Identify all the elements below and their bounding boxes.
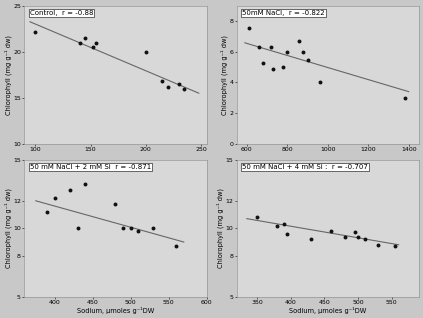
X-axis label: Sodium, μmoles g⁻¹DW: Sodium, μmoles g⁻¹DW [289,307,366,314]
Point [308,237,314,242]
Point [392,244,398,249]
Point [159,79,166,84]
Text: Control,  r = -0.88: Control, r = -0.88 [30,10,93,16]
Point [300,49,307,54]
Point [82,36,88,41]
Point [328,228,335,233]
Point [32,29,39,34]
Point [76,40,83,45]
Point [181,86,188,91]
Point [375,242,382,247]
Point [135,228,142,233]
Point [268,45,275,50]
Point [270,66,277,71]
Point [280,222,287,227]
Point [176,81,182,86]
Point [316,80,323,85]
Y-axis label: Chlorophyll (mg g⁻¹ dw): Chlorophyll (mg g⁻¹ dw) [220,35,228,115]
Point [296,39,303,44]
Point [44,209,51,214]
Point [82,182,88,187]
Point [66,187,73,192]
Text: 50 mM NaCl + 2 mM Si  r = -0.871: 50 mM NaCl + 2 mM Si r = -0.871 [30,164,151,170]
Point [165,84,171,89]
Point [304,57,311,62]
Point [51,196,58,201]
Point [150,226,157,231]
Point [274,223,280,228]
X-axis label: Sodium, μmoles g⁻¹DW: Sodium, μmoles g⁻¹DW [77,307,154,314]
Point [89,45,96,50]
Y-axis label: Chlorophyll (mg g⁻¹ dw): Chlorophyll (mg g⁻¹ dw) [4,188,12,268]
Point [127,226,134,231]
Point [143,49,149,54]
Point [255,45,262,50]
Y-axis label: Chlorophyll (mg g⁻¹ dw): Chlorophyll (mg g⁻¹ dw) [4,35,12,115]
Point [284,49,291,54]
Point [120,226,126,231]
Point [260,60,266,65]
Point [93,40,99,45]
Text: 50 mM NaCl + 4 mM Si :  r = -0.707: 50 mM NaCl + 4 mM Si : r = -0.707 [242,164,368,170]
Point [253,215,260,220]
Point [112,201,119,206]
Point [245,25,252,30]
Point [74,226,81,231]
Point [173,244,179,249]
Point [341,234,348,239]
Y-axis label: Chlorophyll (mg g⁻¹ dw): Chlorophyll (mg g⁻¹ dw) [217,188,224,268]
Point [280,65,287,70]
Text: 50mM NaCl,  r = -0.822: 50mM NaCl, r = -0.822 [242,10,325,16]
Point [401,95,408,100]
Point [362,237,368,242]
Point [284,231,291,236]
Point [352,230,358,235]
Point [355,234,362,239]
